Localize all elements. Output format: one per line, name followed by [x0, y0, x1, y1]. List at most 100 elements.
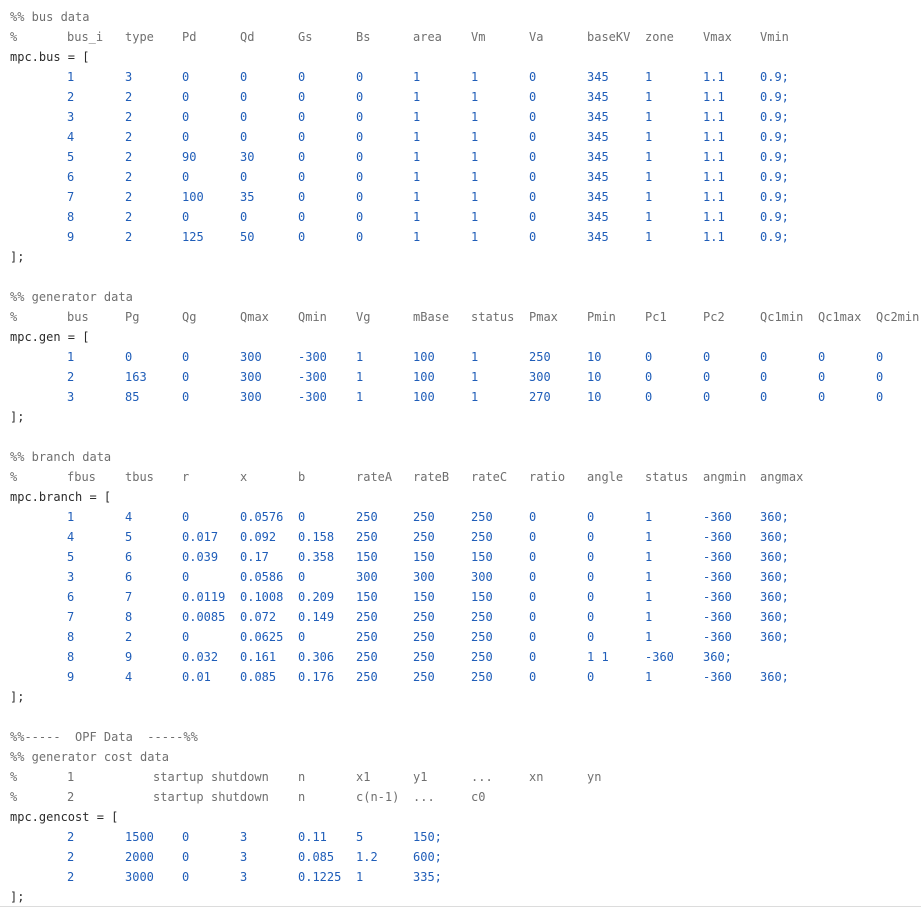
cell-value: 345	[587, 170, 609, 184]
cell-value: 0	[356, 230, 364, 244]
cell-value: 300	[240, 350, 262, 364]
cell-value: 100	[413, 370, 435, 384]
cell-value: 0	[587, 630, 595, 644]
opf-header-text: %%----- OPF Data -----%%	[10, 730, 198, 744]
cell-value: 1	[471, 210, 479, 224]
cell-value: 100	[413, 390, 435, 404]
cell-value: 600;	[413, 850, 442, 864]
column-label: xn	[529, 770, 544, 784]
cell-value: 2	[125, 130, 133, 144]
cell-value: 0	[182, 110, 190, 124]
cell-value: 1	[645, 190, 653, 204]
cell-value: 0	[240, 110, 248, 124]
cell-value: 0.176	[298, 670, 335, 684]
cell-value: 1.1	[703, 130, 725, 144]
cell-value: 0	[703, 350, 711, 364]
cell-value: 1	[645, 210, 653, 224]
cell-value: 7	[125, 590, 133, 604]
cell-value: 1	[356, 390, 364, 404]
cell-value: 335;	[413, 870, 442, 884]
gencost-matrix-close-text: ];	[10, 890, 25, 904]
cell-value: 0.306	[298, 650, 335, 664]
bus-section-header-text: %% bus data	[10, 10, 90, 24]
cell-value: 0	[703, 370, 711, 384]
cell-value: 250	[356, 650, 378, 664]
column-label: Bs	[356, 30, 371, 44]
cell-value: 2	[67, 370, 75, 384]
cell-value: 300	[413, 570, 435, 584]
cell-value: 0	[182, 350, 190, 364]
cell-value: 1	[645, 550, 653, 564]
cell-value: 4	[125, 510, 133, 524]
cell-value: 8	[125, 610, 133, 624]
cell-value: -300	[298, 350, 327, 364]
cell-value: 2	[125, 210, 133, 224]
cell-value: 0.1008	[240, 590, 284, 604]
cell-value: 3	[67, 570, 75, 584]
cell-value: 0	[240, 210, 248, 224]
cell-value: 2	[67, 870, 75, 884]
cell-value: 0	[298, 90, 306, 104]
cell-value: 0.158	[298, 530, 335, 544]
column-label: Qd	[240, 30, 255, 44]
column-label: n	[298, 770, 306, 784]
cell-value: 0	[703, 390, 711, 404]
cell-value: 250	[471, 610, 493, 624]
cell-value: 1	[356, 870, 364, 884]
column-label: Va	[529, 30, 544, 44]
column-label: ...	[413, 790, 435, 804]
cell-value: 1	[645, 230, 653, 244]
cell-value: 2	[67, 830, 75, 844]
cell-value: 0	[818, 350, 826, 364]
column-label: Qg	[182, 310, 197, 324]
cell-value: 3	[240, 850, 248, 864]
cell-value: 7	[67, 190, 75, 204]
cell-value: 0	[298, 210, 306, 224]
gen-matrix-open-text: mpc.gen = [	[10, 330, 90, 344]
cell-value: 0	[529, 570, 537, 584]
cell-value: 0	[529, 70, 537, 84]
column-label: Gs	[298, 30, 313, 44]
cell-value: 0	[240, 130, 248, 144]
column-label: r	[182, 470, 190, 484]
cell-value: 0	[182, 130, 190, 144]
cell-value: 360;	[760, 590, 789, 604]
cell-value: 1	[471, 70, 479, 84]
column-label: type	[125, 30, 154, 44]
cell-value: 0	[356, 210, 364, 224]
column-label: angmin	[703, 470, 747, 484]
cell-value: 1	[645, 130, 653, 144]
cell-value: 345	[587, 110, 609, 124]
cell-value: 2	[67, 850, 75, 864]
cell-value: 0.0586	[240, 570, 284, 584]
cell-value: 250	[356, 530, 378, 544]
column-label: %	[10, 30, 18, 44]
cell-value: 0	[587, 590, 595, 604]
column-label: Pc1	[645, 310, 667, 324]
column-label: zone	[645, 30, 674, 44]
cell-value: 250	[471, 530, 493, 544]
cell-value: 0	[356, 150, 364, 164]
cell-value: 0	[125, 350, 133, 364]
cell-value: 0	[298, 170, 306, 184]
cell-value: 125	[182, 230, 204, 244]
cell-value: 1	[356, 370, 364, 384]
cell-value: 0	[645, 350, 653, 364]
cell-value: 1.1	[703, 210, 725, 224]
cell-value: 1	[645, 70, 653, 84]
cell-value: 360;	[760, 570, 789, 584]
cell-value: 4	[67, 530, 75, 544]
cell-value: 1	[471, 190, 479, 204]
cell-value: 1500	[125, 830, 154, 844]
cell-value: 0	[298, 190, 306, 204]
cell-value: 0	[529, 190, 537, 204]
cell-value: 10	[587, 370, 602, 384]
cell-value: 1.2	[356, 850, 378, 864]
cell-value: 0.9;	[760, 170, 789, 184]
cell-value: 150	[413, 550, 435, 564]
cell-value: 1	[67, 70, 75, 84]
column-label: Qc1max	[818, 310, 862, 324]
cell-value: 1.1	[703, 170, 725, 184]
cell-value: 1.1	[703, 190, 725, 204]
cell-value: 3	[240, 830, 248, 844]
